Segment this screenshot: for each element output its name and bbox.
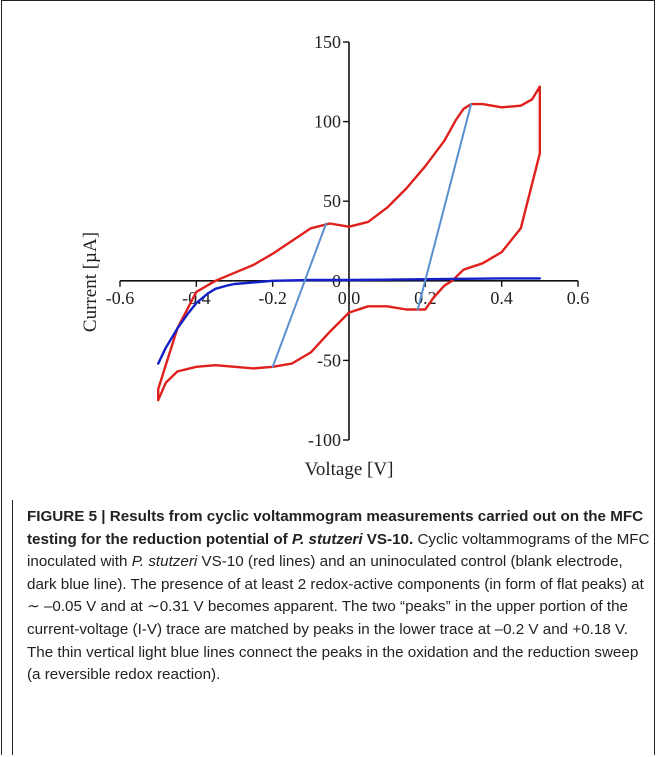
x-tick-label: 0.6 <box>567 288 590 308</box>
x-axis-label: Voltage [V] <box>305 459 394 480</box>
y-tick-label: -50 <box>317 350 341 370</box>
x-tick-label: 0.0 <box>338 288 361 308</box>
caption-title-species: P. stutzeri <box>291 530 363 548</box>
blue-control-trace <box>156 277 541 365</box>
y-tick-label: -100 <box>308 430 341 450</box>
y-tick-label: 150 <box>314 32 341 52</box>
y-tick-label: 50 <box>323 191 341 211</box>
y-axis-label: Current [µA] <box>80 232 101 332</box>
x-tick-label: -0.4 <box>182 288 211 308</box>
figure-caption: FIGURE 5 | Results from cyclic voltammog… <box>12 500 654 755</box>
caption-title: FIGURE 5 | Results from cyclic voltammog… <box>27 508 644 548</box>
peak-connector-line <box>271 222 328 368</box>
y-tick-label: 100 <box>314 112 341 132</box>
x-tick-label: -0.6 <box>106 288 135 308</box>
peak-connector-line <box>416 103 473 311</box>
series-group <box>156 85 541 402</box>
caption-body-species: P. stutzeri <box>131 553 198 571</box>
caption-body: Cyclic voltammograms of the MFC inoculat… <box>27 530 650 684</box>
x-tick-label: -0.2 <box>258 288 287 308</box>
x-tick-label: 0.4 <box>490 288 513 308</box>
chart-area: -0.6 -0.4 -0.2 0.0 0.2 0.4 0.6 -100 -50 0 50 100 150… <box>80 32 590 480</box>
cyclic-voltammogram-chart: -0.6 -0.4 -0.2 0.0 0.2 0.4 0.6-100-50050100150… <box>80 32 590 480</box>
